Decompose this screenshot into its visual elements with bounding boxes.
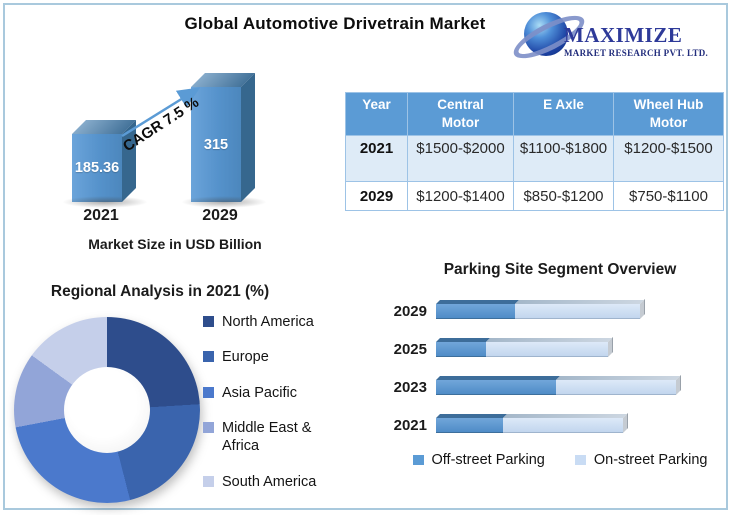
on-street-segment [486,341,608,357]
bar-value-2021: 185.36 [74,160,120,176]
bar-end-cap [676,374,681,395]
price-table: Year Central Motor E Axle Wheel Hub Motor 2… [345,91,724,212]
on-street-segment [515,303,640,319]
category-label-2029: 2029 [202,207,238,224]
bar-shadow [181,196,267,208]
bar-end-cap [640,298,645,319]
bar-end-cap [608,336,613,357]
chart-caption: Market Size in USD Billion [88,236,262,252]
legend-swatch [412,455,424,465]
off-street-segment [436,379,556,395]
legend-item: Europe [203,348,325,366]
legend-label: Europe [222,349,269,366]
stacked-bar [436,298,646,319]
year-label: 2023 [393,378,427,396]
table-header-cell: Central Motor [407,91,514,137]
bar-2029: 315 [181,87,267,208]
legend-label: South America [222,473,317,490]
legend-label: Off-street Parking [431,452,545,468]
regional-chart-title: Regional Analysis in 2021 (%) [50,283,270,300]
parking-chart: 2029 2025 2023 2021 [383,292,718,444]
parking-chart-title: Parking Site Segment Overview [443,261,677,278]
bar-value-2029: 315 [203,136,229,153]
table-header-cell: Year [345,91,408,137]
off-street-segment [436,417,503,433]
parking-legend: Off-street Parking On-street Parking [410,451,710,469]
legend-swatch [574,455,586,465]
table-header-cell: Wheel Hub Motor [613,91,724,137]
parking-row: 2025 [383,330,718,368]
parking-row: 2023 [383,368,718,406]
category-label-2021: 2021 [83,207,119,224]
table-cell: $1200-$1500 [613,135,724,183]
legend-label: Middle East & Africa [222,420,312,455]
legend-item: Middle East & Africa [203,419,325,455]
legend-label: North America [222,314,314,330]
logo-subtitle: MARKET RESEARCH PVT. LTD. [564,48,709,58]
table-cell: $1100-$1800 [513,135,614,183]
bar-end-cap [623,412,628,433]
legend-item: Off-street Parking [412,451,545,469]
on-street-segment [556,379,676,395]
table-cell: 2021 [345,135,408,183]
legend-swatch [203,422,214,434]
price-table-body: 2021 $1500-$2000 $1100-$1800 $1200-$1500 202… [345,135,724,212]
table-row: 2021 $1500-$2000 $1100-$1800 $1200-$1500 [345,135,724,183]
page-title: Global Automotive Drivetrain Market [184,14,486,33]
stacked-bar [436,374,682,395]
table-cell: $1200-$1400 [407,181,514,212]
globe-icon [508,7,590,67]
year-label: 2029 [393,302,427,320]
legend-swatch [203,351,214,363]
price-table-head: Year Central Motor E Axle Wheel Hub Motor [345,91,724,137]
table-row: 2029 $1200-$1400 $850-$1200 $750-$1100 [345,181,724,212]
parking-row: 2021 [383,406,718,444]
table-cell: $750-$1100 [613,181,724,212]
infographic-frame: Global Automotive Drivetrain Market MAXI… [3,3,728,510]
growth-arrow-icon [121,87,201,138]
stacked-bar [436,412,629,433]
donut-hole [64,367,150,453]
legend-item: Asia Pacific [203,384,325,402]
stacked-bar [436,336,614,357]
legend-item: South America [203,473,325,491]
regional-legend: North America Europe Asia Pacific Middle Ea… [203,313,325,491]
legend-swatch [203,475,214,487]
regional-donut-chart [14,317,200,503]
market-size-chart: 185.36 315 CAGR 7.5 % 2021 2029 Market S… [60,70,290,252]
legend-item: North America [203,313,325,331]
bar-2021: 185.36 [62,134,148,208]
company-logo: MAXIMIZE MARKET RESEARCH PVT. LTD. [508,7,722,69]
legend-swatch [203,316,214,327]
off-street-segment [436,303,515,319]
table-cell: $850-$1200 [513,181,614,212]
legend-swatch [203,386,214,398]
table-cell: $1500-$2000 [407,135,514,183]
off-street-segment [436,341,486,357]
bar-shadow [62,196,148,208]
legend-item: On-street Parking [574,451,708,469]
table-cell: 2029 [345,181,408,212]
year-label: 2021 [393,416,427,434]
logo-wordmark: MAXIMIZE [564,23,683,47]
legend-label: On-street Parking [593,452,708,468]
on-street-segment [503,417,623,433]
year-label: 2025 [393,340,427,358]
table-header-cell: E Axle [513,91,614,137]
parking-row: 2029 [383,292,718,330]
legend-label: Asia Pacific [222,384,297,401]
